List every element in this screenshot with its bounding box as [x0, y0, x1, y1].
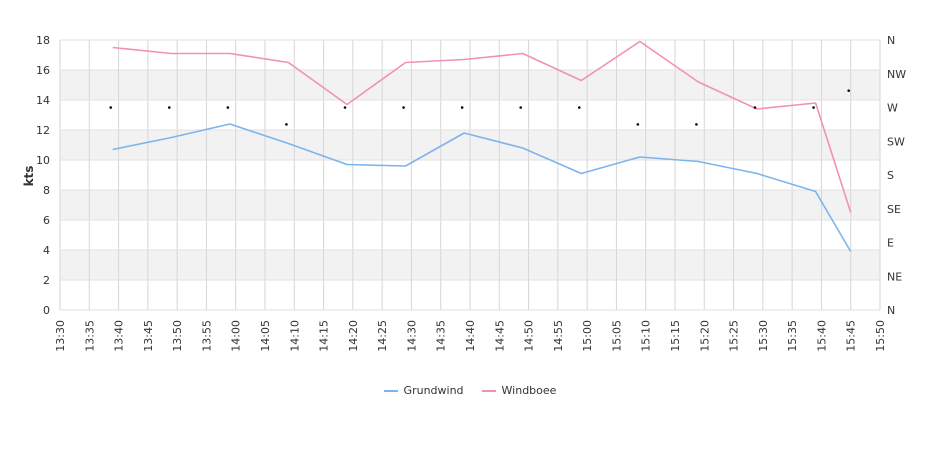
y-tick-label: 16: [36, 64, 50, 77]
x-tick-label: 13:45: [142, 320, 155, 352]
x-tick-label: 13:40: [113, 320, 126, 352]
x-tick-label: 15:40: [815, 320, 828, 352]
legend-label: Grundwind: [403, 384, 464, 397]
direction-point: [226, 106, 230, 109]
series-lines: [112, 40, 852, 252]
direction-point: [167, 106, 171, 109]
y-tick-label: 18: [36, 34, 50, 47]
direction-tick-label: SE: [887, 203, 901, 216]
x-tick-label: 15:00: [581, 320, 594, 352]
y-tick-label: 8: [43, 184, 50, 197]
x-tick-label: 15:05: [610, 320, 623, 352]
direction-point: [636, 123, 640, 126]
direction-tick-label: N: [887, 34, 895, 47]
direction-point: [343, 106, 347, 109]
x-tick-label: 14:05: [259, 320, 272, 352]
direction-axis-tick-labels: N NE E SE S SW W NW N: [887, 34, 906, 317]
direction-point: [847, 89, 851, 92]
direction-point: [402, 106, 405, 109]
series-line-grundwind: [112, 123, 852, 252]
x-axis-tick-labels: 13:30 13:35 13:40 13:45 13:50 13:55 14:00 14:05…: [54, 320, 887, 352]
legend-swatch: [481, 389, 496, 392]
x-tick-label: 14:25: [376, 320, 389, 352]
direction-point: [577, 106, 581, 109]
direction-tick-label: W: [887, 102, 898, 115]
y-tick-label: 12: [36, 124, 50, 137]
legend-swatch: [383, 389, 398, 392]
y-axis-tick-labels: 0 2 4 6 8 10 12 14 16 18: [36, 34, 50, 317]
legend: Grundwind Windboee: [0, 384, 940, 397]
direction-tick-label: N: [887, 304, 895, 317]
x-tick-label: 14:50: [523, 320, 536, 352]
direction-point: [285, 123, 288, 126]
x-tick-label: 13:50: [171, 320, 184, 352]
x-tick-label: 13:35: [83, 320, 96, 352]
y-tick-label: 14: [36, 94, 50, 107]
x-tick-label: 14:10: [288, 320, 301, 352]
direction-point: [812, 106, 815, 109]
x-tick-label: 15:20: [698, 320, 711, 352]
x-tick-label: 14:15: [318, 320, 331, 352]
x-tick-label: 14:30: [405, 320, 418, 352]
x-tick-label: 15:45: [845, 320, 858, 352]
x-tick-label: 15:30: [757, 320, 770, 352]
x-tick-label: 15:25: [728, 320, 741, 352]
x-tick-label: 15:35: [786, 320, 799, 352]
direction-point: [753, 106, 757, 109]
x-tick-label: 15:15: [669, 320, 682, 352]
direction-point: [109, 106, 113, 109]
legend-label: Windboee: [501, 384, 557, 397]
direction-point: [695, 123, 698, 126]
direction-tick-label: SW: [887, 135, 905, 148]
x-tick-label: 14:40: [464, 320, 477, 352]
x-tick-label: 14:45: [493, 320, 506, 352]
direction-tick-label: NE: [887, 270, 902, 283]
x-tick-label: 14:35: [435, 320, 448, 352]
x-tick-label: 15:10: [640, 320, 653, 352]
x-tick-label: 15:50: [874, 320, 887, 352]
x-tick-label: 14:55: [552, 320, 565, 352]
horizontal-gridlines: [60, 39, 880, 311]
x-tick-label: 14:00: [230, 320, 243, 352]
direction-point: [460, 106, 464, 109]
y-tick-label: 4: [43, 244, 50, 257]
direction-tick-label: S: [887, 169, 894, 182]
direction-tick-label: NW: [887, 68, 906, 81]
y-tick-label: 10: [36, 154, 50, 167]
legend-item-windboee[interactable]: Windboee: [481, 384, 557, 397]
x-tick-label: 13:30: [54, 320, 67, 352]
x-tick-label: 13:55: [200, 320, 213, 352]
x-tick-label: 14:20: [347, 320, 360, 352]
y-tick-label: 6: [43, 214, 50, 227]
legend-item-grundwind[interactable]: Grundwind: [383, 384, 464, 397]
series-line-windboee: [112, 40, 852, 213]
direction-points: [109, 89, 851, 126]
vertical-gridlines: [59, 40, 881, 310]
direction-point: [519, 106, 523, 109]
y-axis-label: kts: [22, 166, 36, 187]
y-tick-label: 0: [43, 304, 50, 317]
direction-tick-label: E: [887, 237, 894, 250]
y-tick-label: 2: [43, 274, 50, 287]
